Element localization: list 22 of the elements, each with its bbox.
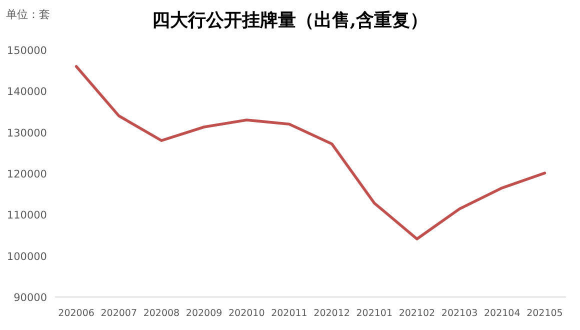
x-tick-label: 202104 [484, 308, 520, 319]
line-series [74, 65, 546, 240]
y-tick-label: 130000 [6, 127, 47, 140]
y-tick-label: 100000 [6, 250, 47, 263]
y-tick-label: 90000 [14, 292, 47, 304]
x-tick-label: 202011 [271, 308, 308, 319]
y-tick-label: 150000 [6, 45, 47, 57]
y-tick-label: 120000 [6, 168, 47, 180]
text: 单位：套 [6, 8, 50, 21]
y-tick-label: 110000 [6, 210, 47, 222]
x-tick-label: 202007 [100, 308, 138, 319]
x-tick-label: 202105 [526, 308, 563, 319]
x-tick-label: 202009 [186, 308, 222, 319]
x-tick-label: 202006 [58, 308, 94, 319]
x-tick-label: 202101 [356, 308, 393, 319]
x-tick-label: 202010 [228, 308, 265, 319]
chart-title: 四大行公开挂牌量（出售,含重复） [152, 10, 428, 31]
x-tick-label: 202102 [398, 308, 436, 319]
x-tick-label: 202012 [314, 308, 350, 319]
x-tick-label: 202103 [441, 308, 478, 319]
y-tick-label: 140000 [6, 86, 47, 98]
x-tick-label: 202008 [143, 308, 180, 319]
